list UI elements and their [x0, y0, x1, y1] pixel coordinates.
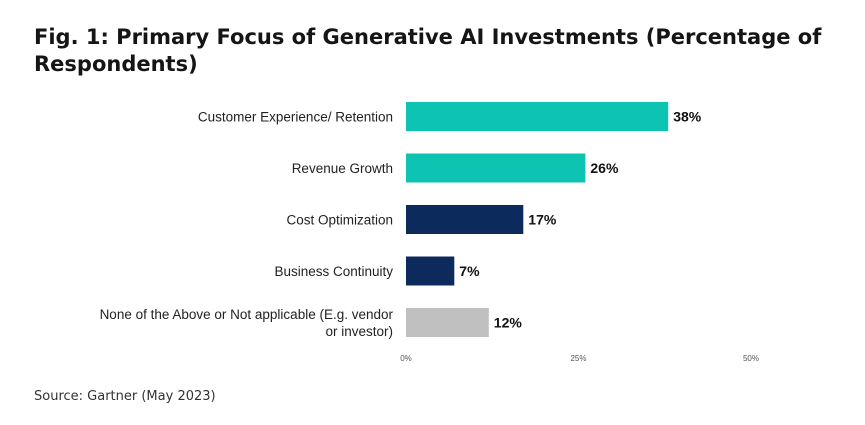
source-note: Source: Gartner (May 2023)	[34, 389, 216, 404]
bar-2	[406, 153, 586, 183]
category-labels: Customer Experience/ Retention Revenue Gr…	[100, 110, 394, 340]
chart-title: Fig. 1: Primary Focus of Generative AI I…	[34, 25, 822, 76]
bar-4	[406, 256, 455, 286]
x-tick-label-2: 25%	[570, 354, 586, 363]
x-tick-label-3: 50%	[743, 354, 759, 363]
x-axis-ticks: 0% 25% 50%	[400, 354, 759, 363]
category-label-1: Customer Experience/ Retention	[198, 110, 393, 125]
category-label-5: None of the Above or Not applicable (E.g…	[100, 307, 394, 339]
data-label-1: 38%	[673, 109, 702, 125]
data-label-2: 26%	[590, 160, 619, 176]
data-label-3: 17%	[528, 212, 557, 228]
data-labels: 38% 26% 17% 7% 12%	[459, 109, 701, 331]
category-label-4: Business Continuity	[274, 264, 393, 279]
category-label-3: Cost Optimization	[286, 213, 393, 228]
x-tick-label-1: 0%	[400, 354, 412, 363]
bar-1	[406, 102, 669, 131]
data-label-5: 12%	[494, 315, 523, 331]
bar-5	[406, 308, 489, 337]
bars	[406, 102, 669, 337]
category-label-2: Revenue Growth	[292, 161, 393, 176]
data-label-4: 7%	[459, 263, 480, 279]
bar-3	[406, 205, 524, 234]
